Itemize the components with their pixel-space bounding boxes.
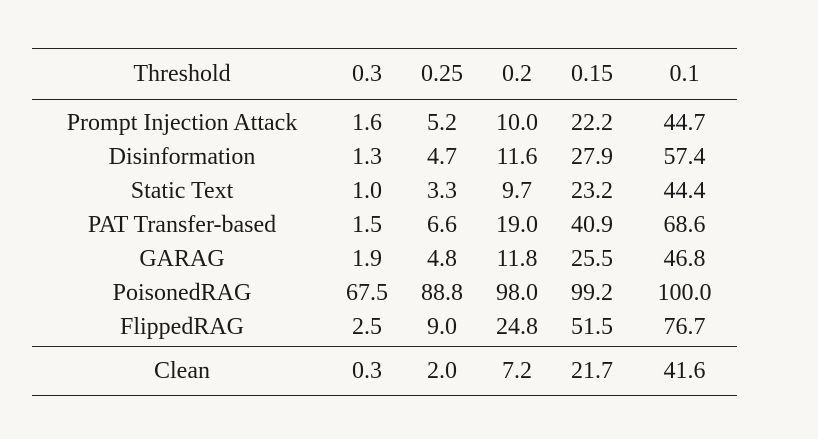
table-cell: 51.5	[571, 314, 613, 340]
table-cell: 27.9	[571, 144, 613, 170]
table-row: FlippedRAG 2.5 9.0 24.8 51.5 76.7	[32, 310, 737, 347]
table-cell: 9.0	[427, 314, 457, 340]
table-cell: 1.6	[352, 110, 382, 136]
table-cell: 44.4	[663, 178, 706, 204]
table-cell: 88.8	[421, 280, 463, 306]
table-cell: 11.8	[496, 246, 538, 272]
table-cell: 100.0	[657, 280, 712, 306]
table-cell: 67.5	[346, 280, 388, 306]
table-cell: 11.6	[496, 144, 538, 170]
row-label: Disinformation	[108, 144, 256, 170]
table-cell: 76.7	[663, 314, 706, 340]
table-header: Threshold 0.3 0.25 0.2 0.15 0.1	[32, 48, 737, 100]
table-cell: 1.5	[352, 212, 382, 238]
row-label: PoisonedRAG	[112, 280, 252, 306]
table-cell: 0.3	[352, 357, 382, 384]
table-row: Static Text 1.0 3.3 9.7 23.2 44.4	[32, 174, 737, 208]
table-cell: 25.5	[571, 246, 613, 272]
header-row: Threshold 0.3 0.25 0.2 0.15 0.1	[32, 48, 737, 100]
row-label: Clean	[154, 357, 210, 384]
threshold-header-label: Threshold	[133, 60, 231, 87]
table-row: Prompt Injection Attack 1.6 5.2 10.0 22.…	[32, 100, 737, 141]
table-cell: 22.2	[571, 110, 613, 136]
table-row: Disinformation 1.3 4.7 11.6 27.9 57.4	[32, 140, 737, 174]
threshold-value-header: 0.25	[421, 60, 463, 87]
table-row: PoisonedRAG 67.5 88.8 98.0 99.2 100.0	[32, 276, 737, 310]
threshold-value-header: 0.15	[571, 60, 613, 87]
table-cell: 1.0	[352, 178, 382, 204]
table-cell: 2.0	[427, 357, 457, 384]
row-label: PAT Transfer-based	[87, 212, 277, 238]
table-cell: 24.8	[496, 314, 538, 340]
table-cell: 68.6	[663, 212, 706, 238]
table-cell: 2.5	[352, 314, 382, 340]
threshold-value-header: 0.1	[669, 60, 700, 87]
table-cell: 98.0	[496, 280, 538, 306]
threshold-results-table: Threshold 0.3 0.25 0.2 0.15 0.1 Prompt I…	[32, 48, 737, 396]
table-cell: 3.3	[427, 178, 457, 204]
table-cell: 21.7	[571, 357, 613, 384]
table-cell: 4.8	[427, 246, 457, 272]
table-cell: 41.6	[663, 357, 706, 384]
table-cell: 1.9	[352, 246, 382, 272]
clean-baseline-section: Clean 0.3 2.0 7.2 21.7 41.6	[32, 346, 737, 396]
table-row: GARAG 1.9 4.8 11.8 25.5 46.8	[32, 242, 737, 276]
table-cell: 1.3	[352, 144, 382, 170]
table-cell: 7.2	[502, 357, 532, 384]
row-label: FlippedRAG	[119, 314, 244, 340]
table-cell: 40.9	[571, 212, 613, 238]
attack-rows: Prompt Injection Attack 1.6 5.2 10.0 22.…	[32, 100, 737, 347]
table-cell: 5.2	[427, 110, 457, 136]
table-cell: 6.6	[427, 212, 457, 238]
table-cell: 23.2	[571, 178, 613, 204]
table-cell: 19.0	[496, 212, 538, 238]
table-cell: 10.0	[496, 110, 538, 136]
table-row: PAT Transfer-based 1.5 6.6 19.0 40.9 68.…	[32, 208, 737, 242]
row-label: GARAG	[139, 246, 225, 272]
table-cell: 46.8	[663, 246, 706, 272]
table-cell: 44.7	[663, 110, 706, 136]
table-cell: 57.4	[663, 144, 706, 170]
row-label: Static Text	[130, 178, 234, 204]
threshold-value-header: 0.3	[352, 60, 382, 87]
table-cell: 99.2	[571, 280, 613, 306]
table-cell: 4.7	[427, 144, 457, 170]
row-label: Prompt Injection Attack	[66, 110, 298, 136]
table-cell: 9.7	[502, 178, 532, 204]
threshold-value-header: 0.2	[502, 60, 532, 87]
clean-row: Clean 0.3 2.0 7.2 21.7 41.6	[32, 346, 737, 396]
results-table-container: Threshold 0.3 0.25 0.2 0.15 0.1 Prompt I…	[32, 48, 737, 396]
